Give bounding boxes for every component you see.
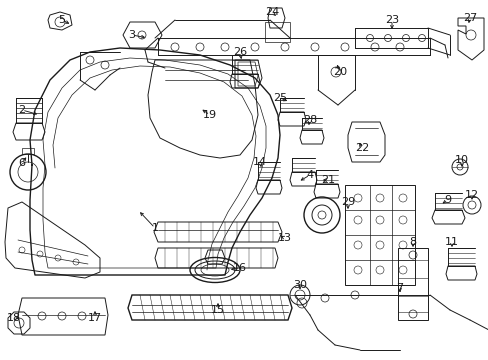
Text: 26: 26 <box>232 47 246 57</box>
Text: 14: 14 <box>252 157 266 167</box>
Text: 13: 13 <box>278 233 291 243</box>
Text: 27: 27 <box>462 13 476 23</box>
Text: 12: 12 <box>464 190 478 200</box>
Text: 7: 7 <box>396 283 403 293</box>
Text: 3: 3 <box>128 30 135 40</box>
Text: 1: 1 <box>151 223 158 233</box>
Text: 6: 6 <box>19 158 25 168</box>
Text: 28: 28 <box>302 115 317 125</box>
Text: 16: 16 <box>232 263 246 273</box>
Text: 21: 21 <box>320 175 334 185</box>
Text: 30: 30 <box>292 280 306 290</box>
Text: 18: 18 <box>7 313 21 323</box>
Text: 9: 9 <box>444 195 450 205</box>
Text: 19: 19 <box>203 110 217 120</box>
Text: 8: 8 <box>408 237 416 247</box>
Text: 5: 5 <box>59 15 65 25</box>
Text: 29: 29 <box>340 197 354 207</box>
Text: 24: 24 <box>264 7 279 17</box>
Text: 2: 2 <box>19 105 25 115</box>
Text: 25: 25 <box>272 93 286 103</box>
Text: 17: 17 <box>88 313 102 323</box>
Text: 15: 15 <box>210 305 224 315</box>
Text: 10: 10 <box>454 155 468 165</box>
Text: 23: 23 <box>384 15 398 25</box>
Text: 11: 11 <box>444 237 458 247</box>
Text: 20: 20 <box>332 67 346 77</box>
Text: 22: 22 <box>354 143 368 153</box>
Text: 4: 4 <box>306 170 313 180</box>
